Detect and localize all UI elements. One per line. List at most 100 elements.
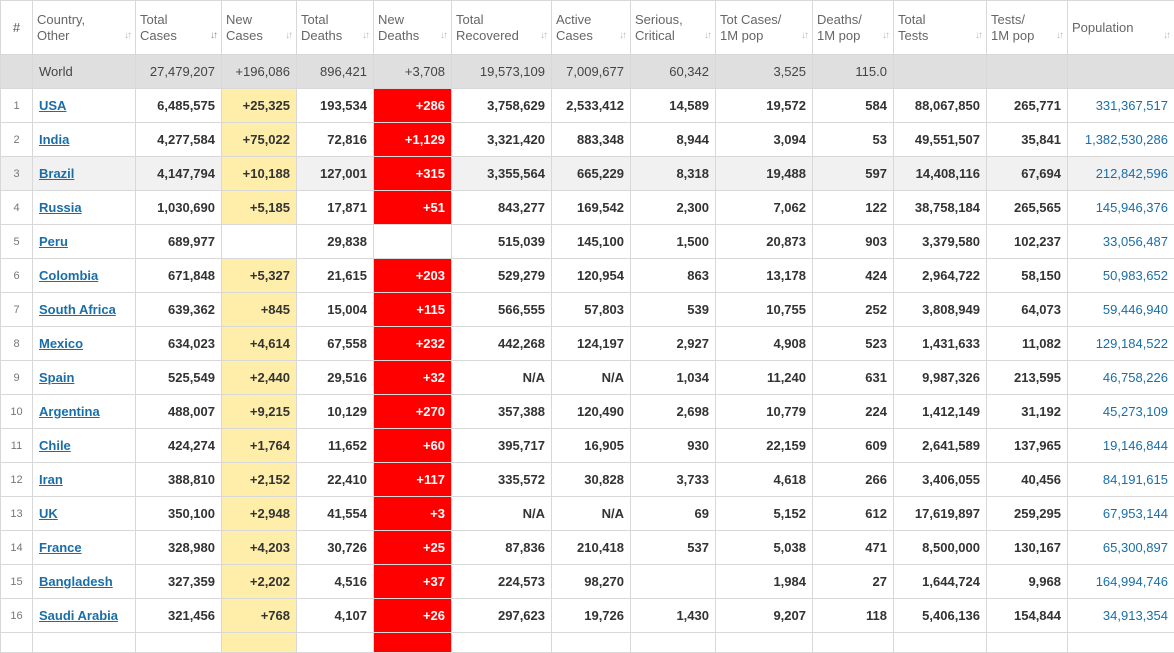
cell-new-deaths: +3 bbox=[374, 497, 452, 531]
cell-new-deaths: +51 bbox=[374, 191, 452, 225]
sort-arrows-icon[interactable]: ↓↑ bbox=[801, 28, 807, 44]
cell-total-tests: 5,406,136 bbox=[894, 599, 987, 633]
country-link[interactable]: Saudi Arabia bbox=[39, 608, 118, 623]
sort-arrows-icon[interactable]: ↓↑ bbox=[362, 28, 368, 44]
cell-new-cases: +196,086 bbox=[222, 55, 297, 89]
cell-cases-per-1m: 10,755 bbox=[716, 293, 813, 327]
cell-cases-per-1m: 3,525 bbox=[716, 55, 813, 89]
sort-arrows-icon[interactable]: ↓↑ bbox=[1163, 28, 1169, 44]
cell-new-deaths: +203 bbox=[374, 259, 452, 293]
cell-total-tests: 14,408,116 bbox=[894, 157, 987, 191]
sort-arrows-icon[interactable]: ↓↑ bbox=[704, 28, 710, 44]
country-link[interactable]: Peru bbox=[39, 234, 68, 249]
country-link[interactable]: Colombia bbox=[39, 268, 98, 283]
country-link[interactable]: Spain bbox=[39, 370, 74, 385]
cell-index: 10 bbox=[1, 395, 33, 429]
cell-index: 2 bbox=[1, 123, 33, 157]
header-label-line1: Active bbox=[556, 12, 591, 27]
cell-cases-per-1m: 19,488 bbox=[716, 157, 813, 191]
cell-deaths-per-1m: 523 bbox=[813, 327, 894, 361]
header-label: Country,Other bbox=[37, 12, 131, 44]
cell-new-deaths: +117 bbox=[374, 463, 452, 497]
sort-arrows-icon[interactable]: ↓↑ bbox=[1056, 28, 1062, 44]
cell-total-cases: 1,030,690 bbox=[136, 191, 222, 225]
cell-total-cases: 27,479,207 bbox=[136, 55, 222, 89]
country-link[interactable]: Bangladesh bbox=[39, 574, 113, 589]
header-label-line2: Deaths bbox=[378, 28, 419, 43]
cell-total-cases: 424,274 bbox=[136, 429, 222, 463]
cell-serious-critical: 2,698 bbox=[631, 395, 716, 429]
header-label: Tests/1M pop bbox=[991, 12, 1063, 44]
cell-tests-per-1m bbox=[987, 55, 1068, 89]
cell-country: Colombia bbox=[33, 259, 136, 293]
cell-total-deaths: 72,816 bbox=[297, 123, 374, 157]
header-deaths-per-1m[interactable]: Deaths/1M pop↓↑ bbox=[813, 1, 894, 55]
header-country[interactable]: Country,Other↓↑ bbox=[33, 1, 136, 55]
cell-cases-per-1m: 22,159 bbox=[716, 429, 813, 463]
country-link[interactable]: UK bbox=[39, 506, 58, 521]
cell-population: 45,273,109 bbox=[1068, 395, 1174, 429]
cell-deaths-per-1m: 27 bbox=[813, 565, 894, 599]
cell-tests-per-1m: 130,167 bbox=[987, 531, 1068, 565]
cell-serious-critical bbox=[631, 565, 716, 599]
country-link[interactable]: Argentina bbox=[39, 404, 100, 419]
country-link[interactable]: France bbox=[39, 540, 82, 555]
cell-index: 9 bbox=[1, 361, 33, 395]
header-serious-critical[interactable]: Serious,Critical↓↑ bbox=[631, 1, 716, 55]
cell-active-cases: 145,100 bbox=[552, 225, 631, 259]
country-link[interactable]: India bbox=[39, 132, 69, 147]
sort-arrows-icon[interactable]: ↓↑ bbox=[440, 28, 446, 44]
cell-new-cases: +75,022 bbox=[222, 123, 297, 157]
cell-new-cases: +4,203 bbox=[222, 531, 297, 565]
cell-tests-per-1m: 154,844 bbox=[987, 599, 1068, 633]
header-label-line2: 1M pop bbox=[817, 28, 860, 43]
header-tests-per-1m[interactable]: Tests/1M pop↓↑ bbox=[987, 1, 1068, 55]
cell-new-cases: +768 bbox=[222, 599, 297, 633]
sort-arrows-icon[interactable]: ↓↑ bbox=[619, 28, 625, 44]
country-link[interactable]: USA bbox=[39, 98, 66, 113]
sort-arrows-icon[interactable]: ↓↑ bbox=[975, 28, 981, 44]
cell-new-deaths: +26 bbox=[374, 599, 452, 633]
country-link[interactable]: Chile bbox=[39, 438, 71, 453]
header-label: Population bbox=[1072, 20, 1170, 36]
header-population[interactable]: Population↓↑ bbox=[1068, 1, 1174, 55]
cell-tests-per-1m: 137,965 bbox=[987, 429, 1068, 463]
country-link[interactable]: Mexico bbox=[39, 336, 83, 351]
sort-arrows-icon[interactable]: ↓↑ bbox=[210, 28, 216, 44]
country-link[interactable]: Brazil bbox=[39, 166, 74, 181]
header-cases-per-1m[interactable]: Tot Cases/1M pop↓↑ bbox=[716, 1, 813, 55]
cell-population: 67,953,144 bbox=[1068, 497, 1174, 531]
country-link[interactable]: Russia bbox=[39, 200, 82, 215]
cell-total-cases: 639,362 bbox=[136, 293, 222, 327]
cell-new-deaths: +115 bbox=[374, 293, 452, 327]
cell-serious-critical: 69 bbox=[631, 497, 716, 531]
country-link[interactable]: Iran bbox=[39, 472, 63, 487]
cell-active-cases: 19,726 bbox=[552, 599, 631, 633]
header-label: # bbox=[1, 20, 32, 36]
country-link[interactable]: South Africa bbox=[39, 302, 116, 317]
cell-tests-per-1m: 35,841 bbox=[987, 123, 1068, 157]
sort-arrows-icon[interactable]: ↓↑ bbox=[540, 28, 546, 44]
cell-total-recovered: 224,573 bbox=[452, 565, 552, 599]
sort-arrows-icon[interactable]: ↓↑ bbox=[882, 28, 888, 44]
cell-active-cases: 120,490 bbox=[552, 395, 631, 429]
cell-country: Mexico bbox=[33, 327, 136, 361]
cell-active-cases: N/A bbox=[552, 497, 631, 531]
cell-total-tests: 17,619,897 bbox=[894, 497, 987, 531]
cell-population: 59,446,940 bbox=[1068, 293, 1174, 327]
sort-arrows-icon[interactable]: ↓↑ bbox=[124, 28, 130, 44]
sort-arrows-icon[interactable]: ↓↑ bbox=[285, 28, 291, 44]
cell-cases-per-1m: 4,908 bbox=[716, 327, 813, 361]
